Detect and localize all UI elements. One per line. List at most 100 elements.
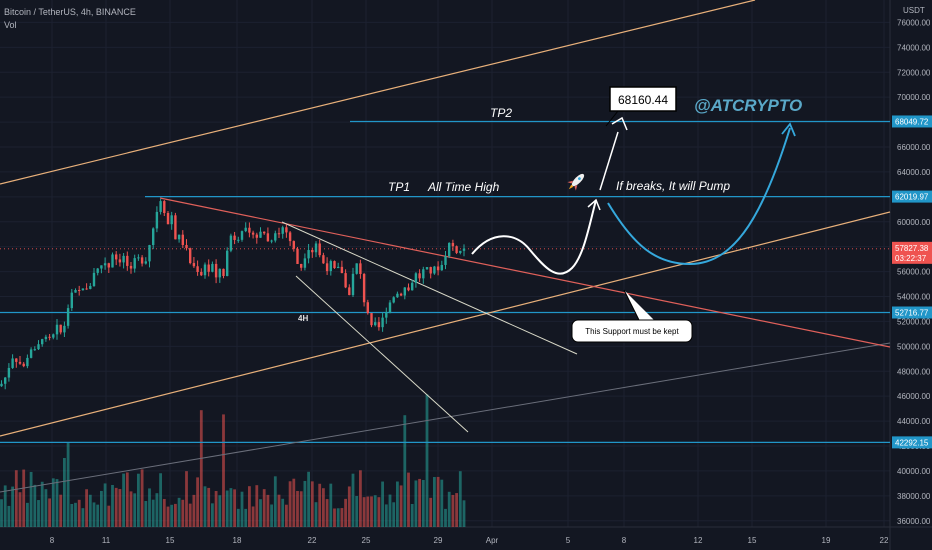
descending-resistance-line: [159, 197, 891, 348]
volume-bar: [118, 489, 122, 527]
candle-body: [55, 324, 59, 335]
candle-body: [203, 264, 207, 276]
annotations: 68160.44 TP2 TP1 All Time High If breaks, It…: [298, 86, 802, 343]
arrow-head: [611, 116, 628, 131]
candle-body: [107, 263, 110, 268]
candle-body: [81, 288, 85, 291]
candle-body: [263, 231, 266, 234]
target-box-pointer: [605, 110, 619, 127]
volume-bar: [174, 503, 177, 527]
volume-bar: [192, 494, 196, 527]
candle-body: [337, 266, 340, 269]
volume-bar: [240, 491, 244, 527]
candle-body: [422, 269, 425, 279]
volume-bar: [140, 469, 144, 527]
volume-bar: [51, 478, 55, 527]
y-tick-label: 44000.00: [897, 417, 931, 426]
volume-bar: [96, 504, 100, 527]
volume-bar: [451, 494, 455, 527]
candle-body: [344, 273, 347, 288]
y-tick-label: 48000.00: [897, 367, 931, 376]
x-tick-label: 19: [822, 536, 831, 545]
candlesticks: [0, 198, 466, 390]
candle-body: [414, 273, 418, 283]
y-tick-label: 38000.00: [897, 492, 931, 501]
candle-body: [374, 322, 377, 326]
volume-bar: [370, 496, 373, 527]
volume-bar: [373, 495, 377, 527]
volume-bar: [266, 494, 270, 527]
candle-body: [41, 339, 44, 345]
symbol-title: Bitcoin / TetherUS, 4h, BINANCE: [4, 7, 136, 17]
y-tick-label: 76000.00: [897, 18, 931, 27]
candle-body: [89, 286, 92, 289]
x-tick-label: Apr: [486, 536, 499, 545]
volume-bar: [281, 498, 285, 527]
y-tick-label: 36000.00: [897, 517, 931, 526]
candle-body: [425, 267, 429, 270]
volume-bar: [347, 486, 351, 527]
candle-body: [59, 324, 62, 333]
volume-bar: [218, 495, 222, 527]
volume-bar: [162, 498, 166, 527]
ascending-support-line: [0, 211, 891, 437]
candle-body: [0, 383, 3, 387]
volume-bar: [203, 486, 207, 527]
x-tick-label: 15: [166, 536, 175, 545]
x-tick-label: 8: [50, 536, 55, 545]
candle-body: [248, 227, 251, 233]
candle-body: [181, 234, 184, 245]
candle-body: [148, 245, 151, 262]
candle-body: [126, 255, 129, 266]
volume-bar: [170, 504, 174, 527]
candle-body: [155, 211, 159, 229]
time-axis[interactable]: 8 11 15 18 22 25 29 Apr 5 8 12 15 19 22: [50, 536, 889, 545]
arrow-head: [781, 122, 796, 137]
volume-bar: [229, 488, 233, 527]
candle-body: [115, 254, 118, 260]
x-tick-label: 18: [233, 536, 242, 545]
projection-path-white: [471, 199, 597, 275]
volume-bar: [7, 505, 11, 527]
candle-body: [122, 255, 125, 263]
candle-body: [159, 201, 162, 212]
candle-body: [70, 292, 73, 309]
y-tick-label: 64000.00: [897, 168, 931, 177]
candle-body: [300, 263, 303, 268]
volume-bar: [159, 473, 162, 527]
volume-bar: [255, 485, 259, 527]
candle-body: [311, 250, 314, 253]
volume-bar: [322, 488, 325, 527]
volume-bar: [151, 499, 155, 527]
volume-bar: [333, 508, 336, 527]
rocket-icon: [567, 173, 585, 191]
candle-body: [7, 367, 11, 378]
volume-bar: [103, 483, 107, 527]
candle-body: [29, 349, 33, 358]
price-axis[interactable]: 36000.0038000.0040000.0042000.0044000.00…: [892, 6, 932, 526]
x-tick-label: 12: [694, 536, 703, 545]
price-level-label: 42292.15: [895, 438, 929, 447]
support-callout: [571, 319, 693, 343]
volume-bar: [355, 495, 359, 527]
candle-body: [370, 313, 373, 326]
volume-bar: [262, 489, 266, 527]
price-level-label: 68049.72: [895, 117, 929, 126]
volume-bar: [185, 471, 188, 527]
volume-bar: [22, 469, 26, 527]
candle-body: [144, 261, 147, 264]
volume-bar: [196, 477, 199, 527]
x-tick-label: 11: [102, 536, 111, 545]
volume-bar: [207, 487, 211, 527]
candle-body: [200, 271, 203, 276]
last-price-badge: [892, 241, 932, 264]
volume-bar: [40, 481, 44, 527]
volume-bar: [233, 489, 236, 527]
volume-bar: [462, 500, 466, 527]
candle-body: [351, 273, 355, 296]
candle-body: [4, 377, 7, 384]
upper-channel-line: [0, 0, 756, 185]
volume-bar: [407, 472, 410, 527]
volume-bar: [273, 476, 277, 527]
